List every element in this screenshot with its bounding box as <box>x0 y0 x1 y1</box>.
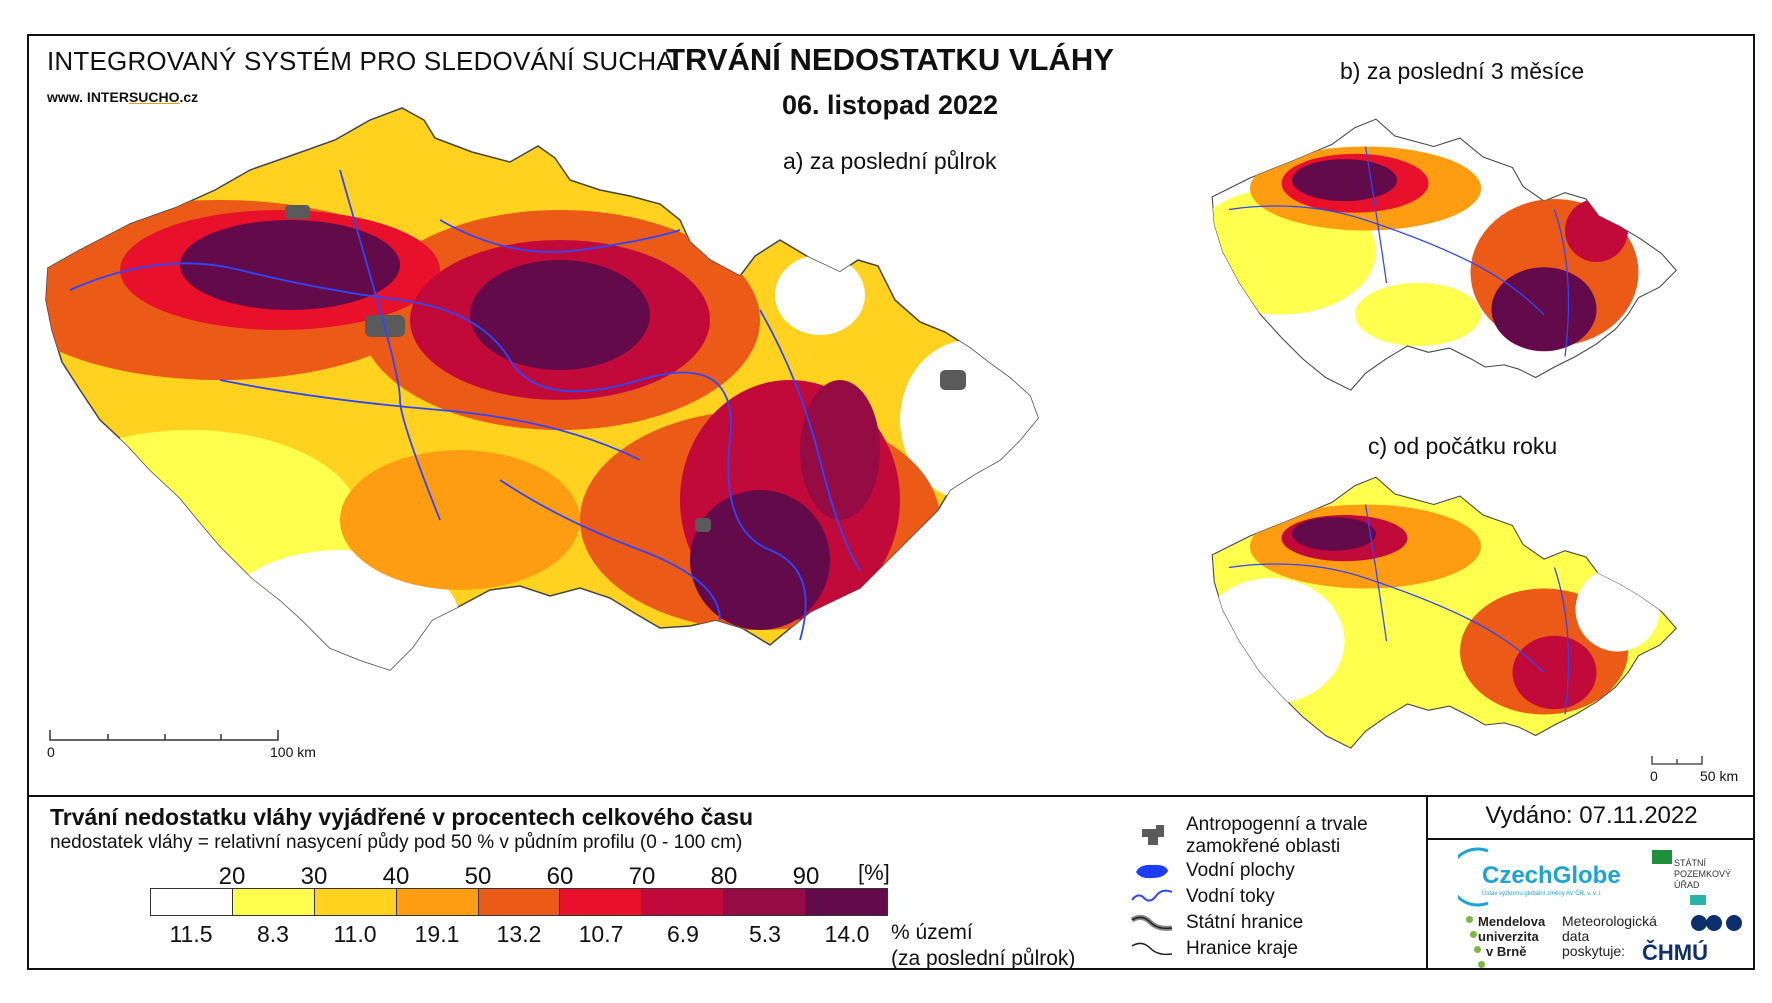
region-border-label: Hranice kraje <box>1186 938 1298 959</box>
website-mid: SUCHO <box>128 89 180 105</box>
area-note: % území (za poslední půlrok) <box>891 920 1075 972</box>
threshold-label: 60 <box>546 863 574 890</box>
threshold-label: 40 <box>382 863 410 890</box>
website-link[interactable]: www. INTERSUCHO.cz <box>47 89 198 105</box>
website-prefix: www. INTER <box>47 89 129 105</box>
threshold-label: 50 <box>464 863 492 890</box>
color-class-8 <box>806 889 888 915</box>
spu-line2: POZEMKOVÝ <box>1674 869 1732 879</box>
color-class-0 <box>151 889 233 915</box>
mendel-dot-icon <box>1470 931 1477 938</box>
color-class-5 <box>560 889 643 915</box>
map-last-3-months <box>1211 118 1678 391</box>
data-provider-text: Meteorologická data poskytuje: <box>1562 914 1657 959</box>
color-class-7 <box>724 889 807 915</box>
spu-accent-icon <box>1690 895 1706 905</box>
data-provider-line1: Meteorologická <box>1562 913 1657 929</box>
issued-divider <box>1426 838 1755 840</box>
symbol-water-bodies: Vodní plochy <box>1130 858 1295 884</box>
mendel-dot-icon <box>1478 961 1485 968</box>
data-provider-line3: poskytuje: <box>1562 943 1626 959</box>
spu-line3: ÚŘAD <box>1674 880 1700 890</box>
anthropogenic-label-1: Antropogenní a trvale <box>1186 814 1368 835</box>
czechglobe-logo-icon <box>1458 847 1489 907</box>
small-scale-bar <box>1651 756 1703 765</box>
chmu-logo-icon <box>1691 915 1742 931</box>
spu-logo-icon <box>1652 850 1672 864</box>
color-class-6 <box>642 889 725 915</box>
data-provider-line2: data <box>1562 928 1590 944</box>
watercourses-label: Vodní toky <box>1186 886 1275 907</box>
area-note-line2: (za poslední půlrok) <box>891 947 1076 970</box>
legend-color-bar <box>150 888 888 916</box>
map-date: 06. listopad 2022 <box>781 90 999 120</box>
symbol-anthropogenic: Antropogenní a trvale zamokřené oblasti <box>1130 814 1368 858</box>
legend-title: Trvání nedostatku vláhy vyjádřené v proc… <box>50 804 754 830</box>
system-title: INTEGROVANÝ SYSTÉM PRO SLEDOVÁNÍ SUCHA <box>47 46 674 76</box>
area-percent: 8.3 <box>257 921 289 947</box>
area-note-line1: % území <box>891 921 973 944</box>
region-border-icon <box>1131 942 1173 956</box>
legend-unit: [%] <box>858 860 890 885</box>
water-bodies-label: Vodní plochy <box>1186 860 1295 881</box>
spu-line1: STÁTNÍ <box>1674 858 1707 868</box>
mendel-dot-icon <box>1474 946 1481 953</box>
main-scale-end: 100 km <box>270 744 316 760</box>
label-map-c: c) od počátku roku <box>1368 433 1558 459</box>
mendel-line2: univerzita <box>1478 929 1539 944</box>
issued-date: Vydáno: 07.11.2022 <box>1485 802 1698 829</box>
threshold-label: 30 <box>300 863 328 890</box>
state-border-label: Státní hranice <box>1186 912 1304 933</box>
symbol-region-border: Hranice kraje <box>1130 936 1298 962</box>
mendel-line3: v Brně <box>1486 944 1527 959</box>
legend-subtitle: nedostatek vláhy = relativní nasycení pů… <box>50 832 743 853</box>
chmu-logo-text: ČHMÚ <box>1642 940 1708 965</box>
legend-divider <box>27 795 1755 797</box>
anthropogenic-label-2: zamokřené oblasti <box>1186 836 1341 857</box>
small-scale-start: 0 <box>1650 768 1658 784</box>
symbol-watercourses: Vodní toky <box>1130 884 1275 910</box>
symbol-state-border: Státní hranice <box>1130 910 1303 936</box>
website-suffix: .cz <box>179 89 199 105</box>
legend-area-percentages: 11.5 8.3 11.0 19.1 13.2 10.7 6.9 5.3 14.… <box>150 921 888 949</box>
label-map-a: a) za poslední půlrok <box>783 148 997 174</box>
mendel-line1: Mendelova <box>1478 914 1546 929</box>
area-percent: 6.9 <box>667 921 699 947</box>
area-percent: 13.2 <box>496 921 542 947</box>
area-percent: 5.3 <box>749 921 781 947</box>
color-class-3 <box>396 889 479 915</box>
small-scale-end: 50 km <box>1700 768 1739 784</box>
area-percent: 14.0 <box>824 921 870 947</box>
legend-thresholds: 20 30 40 50 60 70 80 90 <box>150 863 890 890</box>
water-body-icon <box>1136 864 1168 879</box>
area-percent: 10.7 <box>578 921 624 947</box>
threshold-label: 20 <box>218 863 246 890</box>
area-percent: 11.5 <box>169 921 213 947</box>
mendel-dot-icon <box>1466 916 1473 923</box>
threshold-label: 80 <box>710 863 738 890</box>
czechglobe-logo-text: CzechGlobe <box>1482 862 1621 889</box>
main-scale-start: 0 <box>47 744 55 760</box>
credits-divider <box>1426 795 1428 970</box>
mendel-university-logo: Mendelova univerzita v Brně <box>1478 914 1545 959</box>
watercourse-icon <box>1131 889 1173 902</box>
map-since-year-start <box>1211 476 1678 749</box>
main-title: TRVÁNÍ NEDOSTATKU VLÁHY <box>666 42 1114 77</box>
threshold-label: 70 <box>628 863 656 890</box>
czechglobe-subtitle: Ústav výzkumu globální změny AV ČR, v. v… <box>1482 891 1603 897</box>
threshold-label: 90 <box>792 863 820 890</box>
color-class-1 <box>232 889 315 915</box>
main-drought-map <box>45 107 1039 671</box>
state-border-icon <box>1130 914 1173 931</box>
label-map-b: b) za poslední 3 měsíce <box>1340 58 1585 84</box>
anthropogenic-area-icon <box>1142 825 1164 845</box>
area-percent: 11.0 <box>333 921 377 947</box>
color-class-2 <box>314 889 397 915</box>
main-scale-bar <box>49 730 279 741</box>
color-class-4 <box>478 889 561 915</box>
area-percent: 19.1 <box>414 921 460 947</box>
